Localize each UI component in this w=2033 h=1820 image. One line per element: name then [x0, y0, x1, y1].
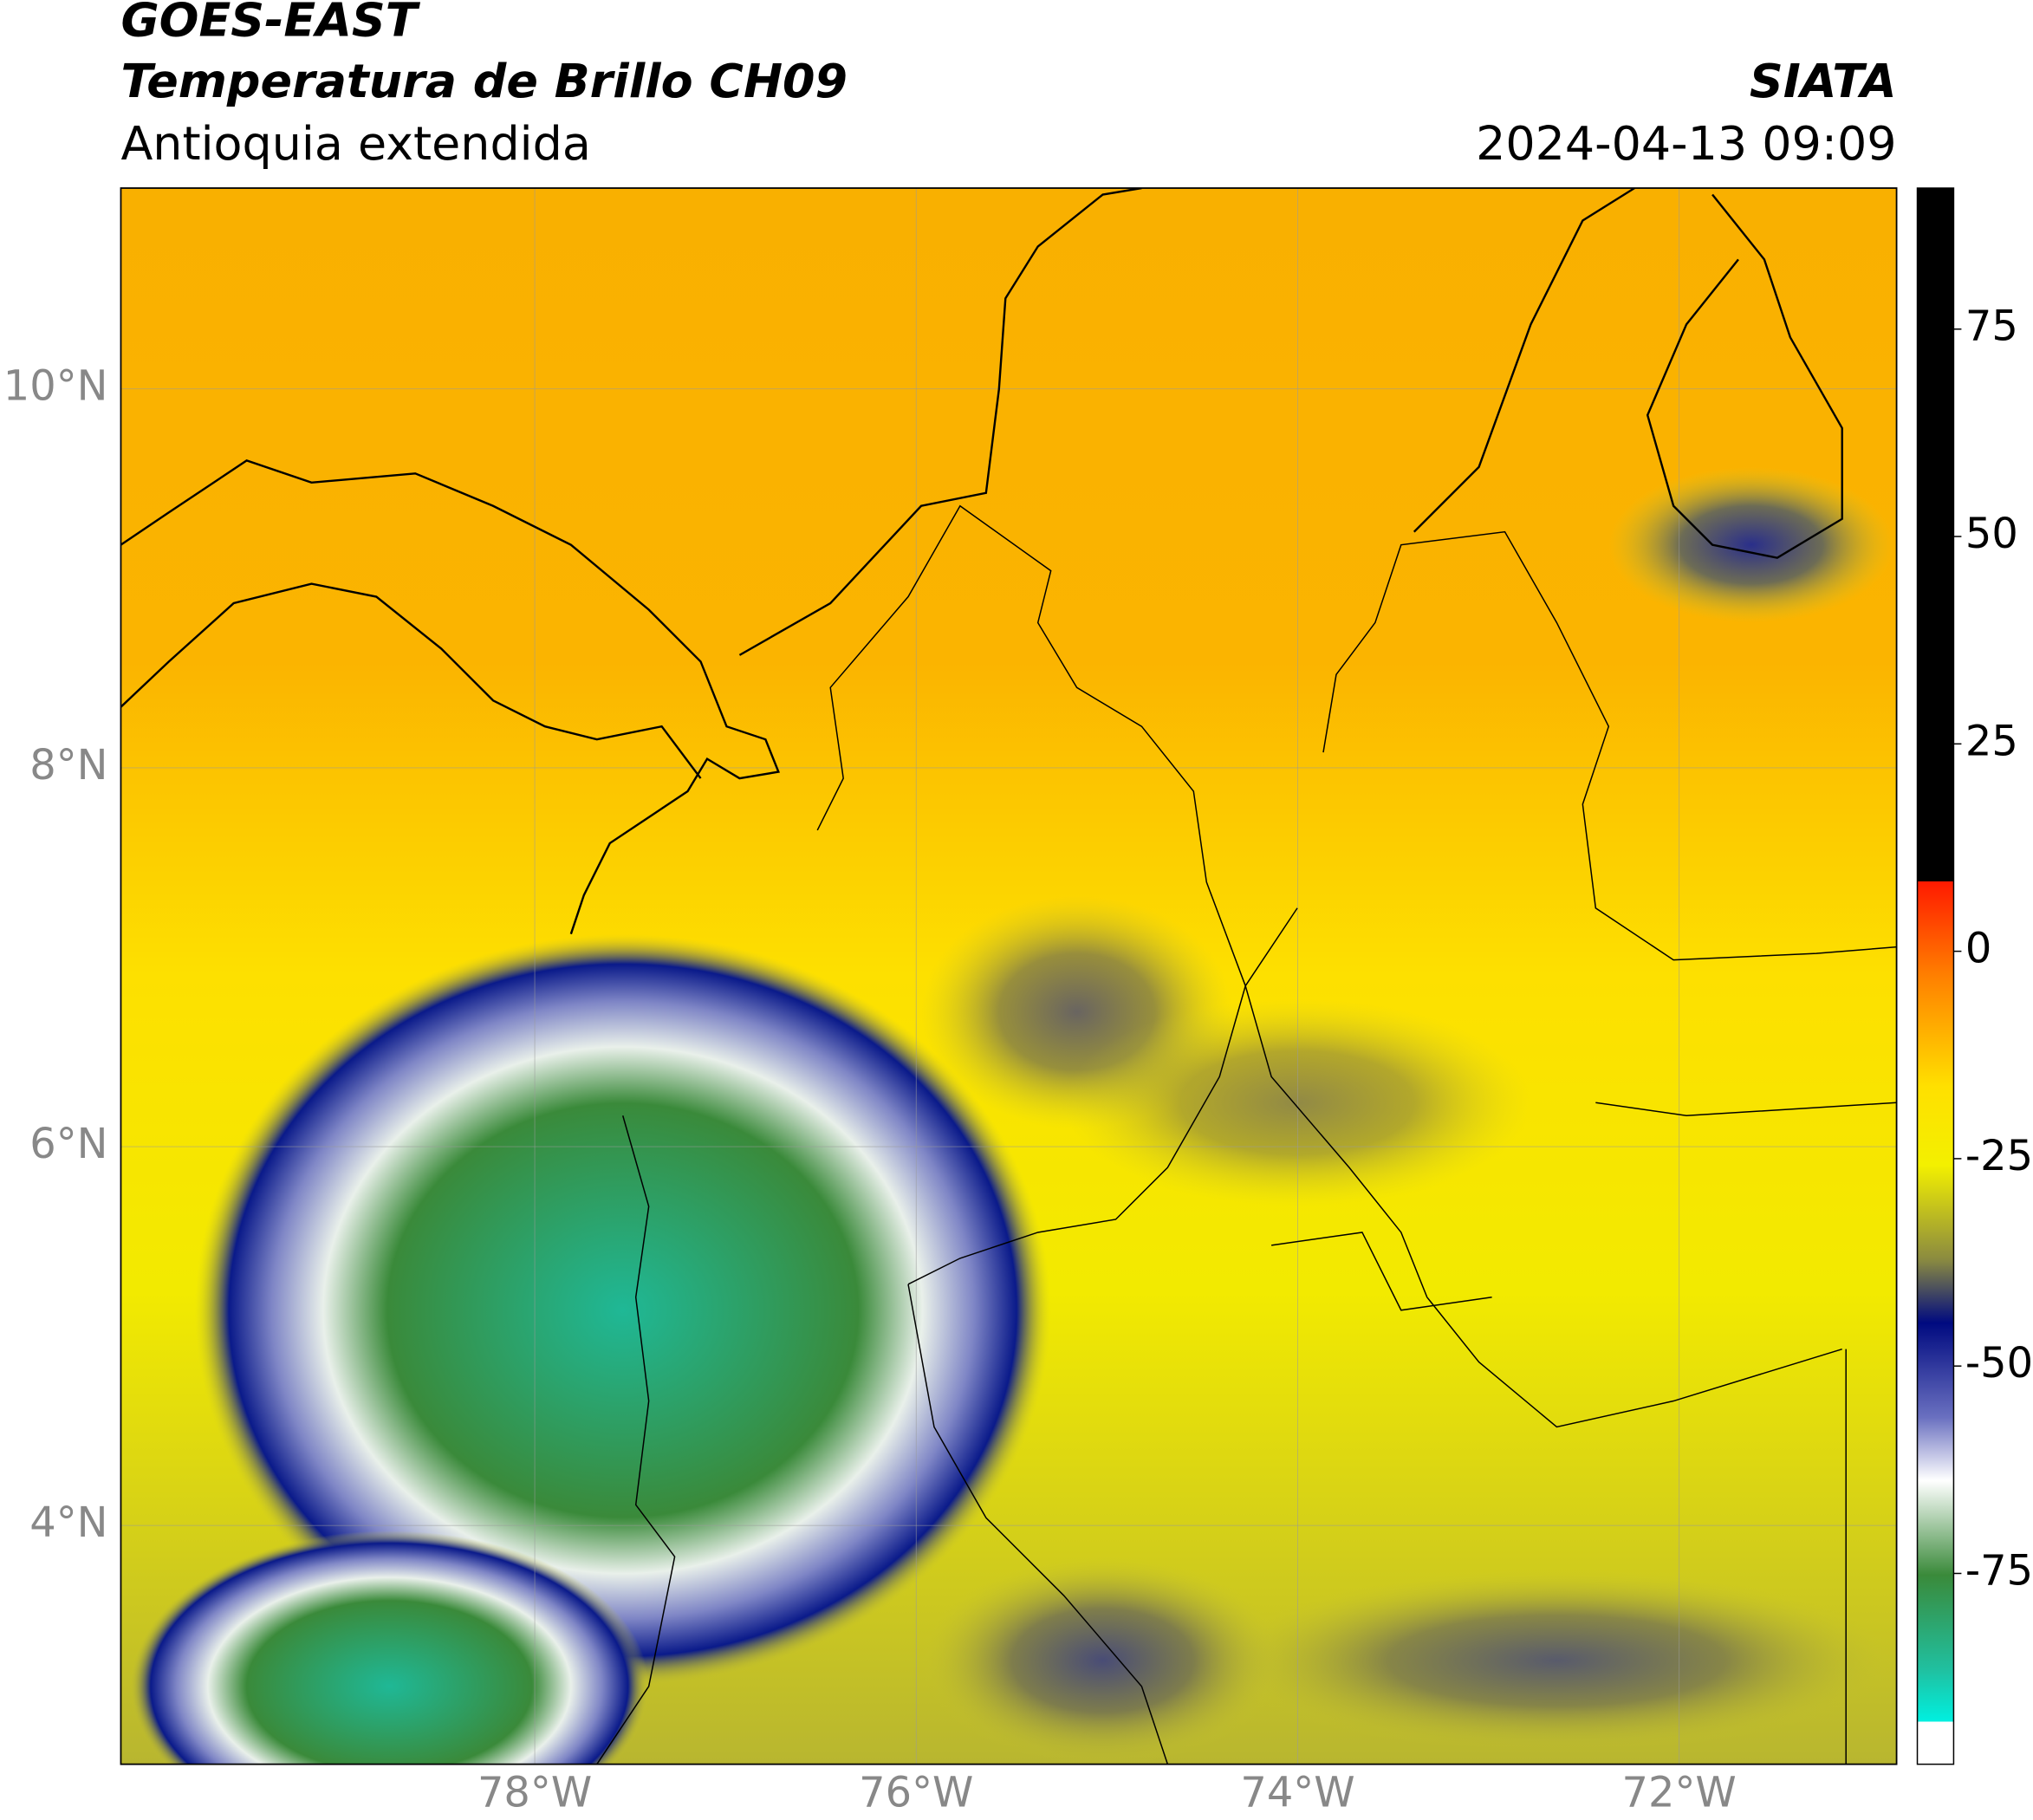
lon-label: 76°W: [859, 1770, 973, 1817]
subtitle: Temperatura de Brillo CH09: [120, 54, 848, 108]
lat-label: 10°N: [3, 363, 108, 411]
title: GOES-EAST: [120, 0, 420, 48]
colorbar-label: 50: [1965, 510, 2018, 558]
colorbar-label: -75: [1965, 1547, 2033, 1595]
colorbar-label: -50: [1965, 1340, 2033, 1388]
map-frame: [120, 187, 1898, 1765]
cloud: [1608, 466, 1894, 623]
colorbar-label: 25: [1965, 718, 2018, 765]
lat-label: 4°N: [29, 1499, 107, 1547]
colorbar: [1916, 187, 1955, 1765]
lat-label: 6°N: [29, 1121, 107, 1168]
source: SIATA: [1750, 54, 1897, 108]
border: [596, 504, 1897, 1765]
geo-ticks: 78°W 76°W 74°W 72°W 10°N 8°N 6°N 4°N: [3, 363, 1737, 1817]
map: [120, 188, 1897, 1765]
graticule: [120, 188, 1897, 1765]
colorbar-label: -25: [1965, 1133, 2033, 1180]
coastline: [120, 459, 781, 935]
storm: [130, 1531, 649, 1765]
colorbar-label: 0: [1965, 926, 1991, 973]
datetime: 2024-04-13 09:09: [1476, 116, 1896, 171]
lon-label: 74°W: [1240, 1770, 1354, 1817]
cloud: [1219, 1570, 1894, 1752]
lon-label: 72°W: [1622, 1770, 1737, 1817]
colorbar-ticks: 75 50 25 0 -25 -50 -75: [1953, 303, 2033, 1595]
lat-label: 8°N: [29, 742, 107, 790]
cloud: [920, 1557, 1285, 1765]
colorbar-label: 75: [1965, 303, 2018, 351]
region: Antioquia extendida: [120, 116, 590, 171]
coastline: [738, 188, 1843, 656]
storm: [194, 933, 1051, 1687]
lon-label: 78°W: [477, 1770, 592, 1817]
